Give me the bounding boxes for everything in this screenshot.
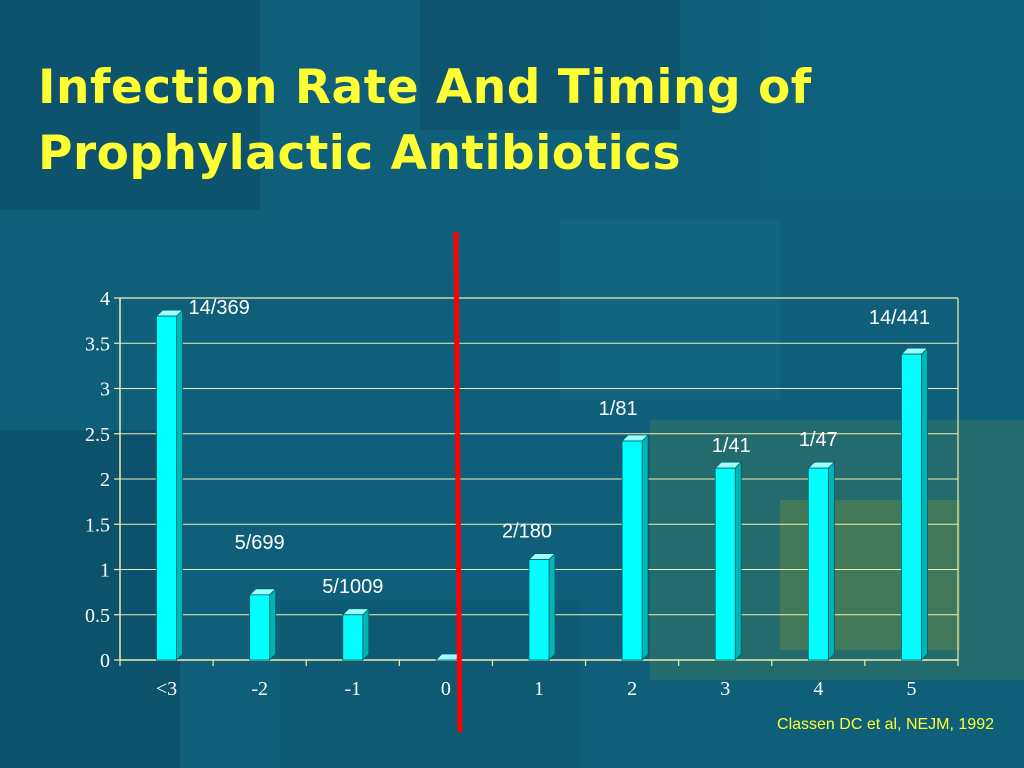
- data-label: 1/47: [799, 429, 838, 451]
- bar-face: [807, 467, 829, 661]
- bar: [528, 552, 556, 661]
- data-label: 14/441: [869, 307, 930, 329]
- x-tick-label: 2: [627, 678, 637, 700]
- x-tick-label: <3: [156, 678, 177, 700]
- bar-face: [156, 315, 177, 661]
- bar: [807, 461, 836, 661]
- bar-face: [528, 559, 550, 661]
- bar-side: [362, 607, 370, 661]
- data-label: 5/1009: [322, 576, 383, 598]
- y-tick-label: 1.5: [85, 514, 110, 536]
- slide-title-line-1: Infection Rate And Timing of: [38, 60, 812, 115]
- y-tick-label: 4: [100, 288, 110, 310]
- x-tick-label: 5: [906, 678, 916, 700]
- y-tick-label: 0.5: [85, 605, 110, 627]
- bar-side: [921, 347, 928, 661]
- y-tick-label: 0: [100, 650, 110, 672]
- y-tick-label: 1: [100, 560, 110, 582]
- bar: [621, 434, 650, 661]
- slide-title: Infection Rate And Timing of Prophylacti…: [38, 55, 998, 187]
- x-tick-label: -2: [251, 678, 268, 700]
- y-tick-label: 3.5: [85, 333, 110, 355]
- bar: [714, 461, 743, 661]
- bar: [900, 347, 929, 661]
- y-tick-label: 3: [100, 379, 110, 401]
- bar-face: [249, 594, 271, 661]
- bar: [155, 309, 184, 661]
- timing-marker-line: [453, 231, 463, 733]
- bar: [248, 587, 277, 661]
- bar-face: [342, 614, 364, 661]
- bar-side: [176, 309, 183, 661]
- bar-side: [641, 434, 649, 661]
- bar-side: [827, 461, 835, 661]
- bar-top: [434, 653, 463, 661]
- bar-face: [714, 467, 736, 661]
- bar-side: [548, 552, 556, 661]
- slide-title-line-2: Prophylactic Antibiotics: [38, 126, 682, 181]
- data-label: 1/41: [712, 435, 751, 457]
- citation: Classen DC et al, NEJM, 1992: [777, 716, 994, 733]
- x-tick-label: 3: [720, 678, 730, 700]
- data-label: 2/180: [502, 521, 552, 543]
- x-tick-label: -1: [344, 678, 361, 700]
- x-tick-label: 4: [813, 678, 823, 700]
- bar: [434, 653, 463, 661]
- x-tick-label: 1: [534, 678, 544, 700]
- data-label: 1/81: [599, 398, 638, 420]
- bar-face: [901, 353, 922, 661]
- bar: [341, 607, 370, 661]
- y-tick-label: 2.5: [85, 424, 110, 446]
- bar-side: [734, 461, 742, 661]
- bar-face: [621, 440, 643, 661]
- x-tick-label: 0: [441, 678, 451, 700]
- bar-side: [269, 587, 277, 661]
- data-label: 5/699: [235, 532, 285, 554]
- y-tick-label: 2: [100, 469, 110, 491]
- data-label: 14/369: [189, 297, 250, 319]
